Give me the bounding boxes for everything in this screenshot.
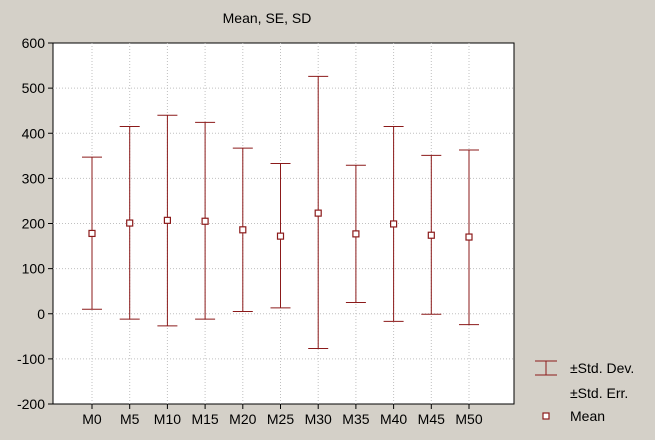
mean-marker xyxy=(465,233,473,241)
legend-label: Mean xyxy=(570,408,605,424)
mean-marker xyxy=(276,232,285,240)
x-tick-label: M50 xyxy=(455,411,482,427)
mean-marker xyxy=(88,229,96,238)
y-tick-label: 400 xyxy=(22,125,46,141)
x-tick-label: M30 xyxy=(305,411,332,427)
mean-marker xyxy=(352,230,360,238)
x-tick-label: M45 xyxy=(418,411,445,427)
error-bars xyxy=(82,75,479,349)
y-tick-label: 500 xyxy=(22,80,46,96)
y-tick-label: 100 xyxy=(22,261,46,277)
x-tick-label: M35 xyxy=(342,411,369,427)
x-tick-label: M0 xyxy=(82,411,102,427)
square-marker-icon xyxy=(542,412,550,420)
x-tick-label: M40 xyxy=(380,411,407,427)
legend-label: ±Std. Dev. xyxy=(570,360,634,376)
y-tick-label: 300 xyxy=(22,170,46,186)
mean-marker xyxy=(390,220,398,228)
legend: ±Std. Dev. ±Std. Err. Mean xyxy=(535,360,634,424)
chart-title: Mean, SE, SD xyxy=(223,10,312,26)
mean-marker xyxy=(239,226,247,234)
legend-label: ±Std. Err. xyxy=(570,385,628,401)
y-tick-label: 0 xyxy=(37,306,45,322)
mean-marker xyxy=(126,219,134,227)
y-tick-label: -200 xyxy=(17,396,45,412)
x-tick-label: M15 xyxy=(191,411,218,427)
x-tick-label: M20 xyxy=(229,411,256,427)
x-tick-label: M5 xyxy=(120,411,140,427)
x-tick-label: M25 xyxy=(267,411,294,427)
y-tick-label: -100 xyxy=(17,351,45,367)
y-tick-label: 600 xyxy=(22,35,46,51)
axes: -200 -100 0 100 200 300 400 500 600 M0 M5 M10 M15 M20… xyxy=(17,35,483,427)
mean-marker xyxy=(163,216,171,224)
mean-marker xyxy=(314,209,322,217)
x-tick-label: M10 xyxy=(154,411,181,427)
y-tick-label: 200 xyxy=(22,216,46,232)
mean-marker xyxy=(427,231,435,239)
mean-marker xyxy=(201,217,209,225)
